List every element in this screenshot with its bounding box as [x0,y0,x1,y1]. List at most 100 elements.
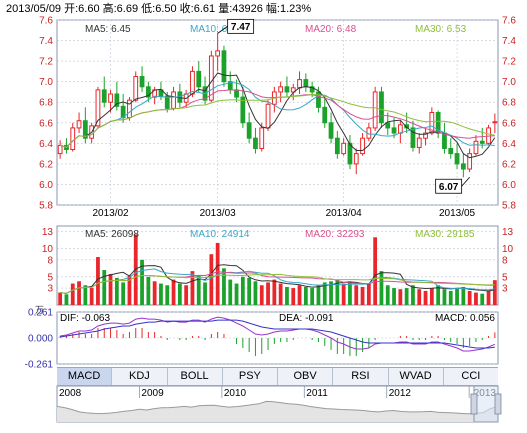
macd-tick: 0.000 [28,334,53,345]
candle-body [139,76,145,88]
tab-rsi[interactable]: RSI [333,368,389,385]
header-quote: 2013/05/09 开:6.60 高:6.69 低:6.50 收:6.61 量… [6,1,311,15]
annotation-box [435,178,463,194]
candle-body [442,132,447,149]
price-ma5-line [59,72,496,159]
volume-bar [96,257,100,305]
price-x-label: 2013/02 [92,208,129,219]
volume-bar [253,281,258,305]
volume-bar [291,288,296,305]
volume-bar [64,294,69,305]
macd-dea-line [60,319,495,349]
volume-bar [398,289,403,305]
volume-bar [114,277,119,305]
candle-body [221,50,227,83]
candle-body [410,127,416,148]
volume-bar [133,234,138,305]
price-tick-left: 6.6 [39,118,53,129]
volume-bar [234,283,239,305]
annotation-box [227,18,255,34]
volume-legend-ma: MA20: 32293 [305,229,365,240]
candle-body [253,137,258,149]
price-tick-right: 6.2 [502,159,516,170]
candle-body [297,79,302,89]
volume-bar [385,285,390,305]
price-tick-right: 7.2 [502,57,516,68]
candle-body [114,93,120,107]
volume-tick-right: 5 [502,272,508,283]
overview-year-label: 2011 [306,388,328,399]
tab-obv[interactable]: OBV [278,368,334,385]
candle-body [429,112,435,134]
price-tick-right: 7.0 [502,77,516,88]
volume-legend-ma: MA10: 24914 [190,229,250,240]
candle-body [416,137,422,148]
tab-boll[interactable]: BOLL [168,368,223,385]
overview-line [56,400,499,415]
price-tick-right: 5.8 [502,201,516,212]
volume-tick-left: 3 [47,284,53,295]
volume-bar [285,286,289,305]
volume-tick-right: 8 [502,255,508,266]
annotation-leader [217,26,228,34]
candle-body [284,86,290,93]
volume-bar [140,259,144,305]
candle-body [397,124,403,134]
price-legend-ma: MA10: 6.37 [190,24,242,35]
tab-psy[interactable]: PSY [223,368,278,385]
macd-tick: -0.261 [25,360,54,371]
volume-bar [222,268,226,305]
volume-bar [83,285,88,305]
overview-panel: 200820092010201120122013 [56,385,502,423]
volume-bar [423,290,428,305]
volume-bar [297,285,302,305]
price-x-label: 2013/04 [326,208,363,219]
tab-cci[interactable]: CCI [461,370,481,382]
candle-body [234,89,239,98]
volume-bar [442,289,447,305]
tab-macd[interactable]: MACD [57,368,113,385]
volume-bar [316,285,321,305]
volume-tick-right: 13 [502,227,514,238]
price-tick-left: 6.8 [39,98,53,109]
volume-bar [272,279,277,305]
volume-bar [203,282,207,305]
annotation-label: 7.47 [231,22,251,33]
volume-bar [303,286,308,305]
tab-kdj[interactable]: KDJ [112,368,168,385]
candle-body [95,89,101,127]
candle-body [208,55,214,101]
volume-bar [266,282,270,305]
volume-bar [184,285,189,305]
volume-bar [146,276,151,305]
candle-body [448,147,454,155]
volume-tick-left: 5 [47,272,53,283]
annotation-leader [461,176,470,187]
price-tick-left: 6.2 [39,159,53,170]
volume-bar [209,254,214,305]
price-x-label: 2013/05 [439,208,476,219]
candle-body [133,76,139,101]
volume-tick-left: 13 [42,227,54,238]
volume-bar [366,283,371,305]
volume-bar [492,280,497,305]
candle-body [108,93,113,103]
tab-wvad[interactable]: WVAD [389,368,444,385]
candle-body [360,137,365,155]
volume-bar [121,282,126,305]
overview-year-label: 2009 [141,388,164,399]
volume-bar [335,279,340,305]
candle-body [353,153,359,165]
price-tick-left: 6.0 [39,180,53,191]
overview-year-label: 2010 [224,388,247,399]
macd-legend-macd: MACD: 0.056 [435,313,495,324]
volume-bar [152,281,157,305]
candle-body [454,153,460,165]
candle-body [467,153,473,170]
volume-tick-left: 10 [42,244,54,255]
volume-tick-right: 10 [502,244,514,255]
volume-ma10-line [60,268,495,294]
candle-body [385,122,391,129]
